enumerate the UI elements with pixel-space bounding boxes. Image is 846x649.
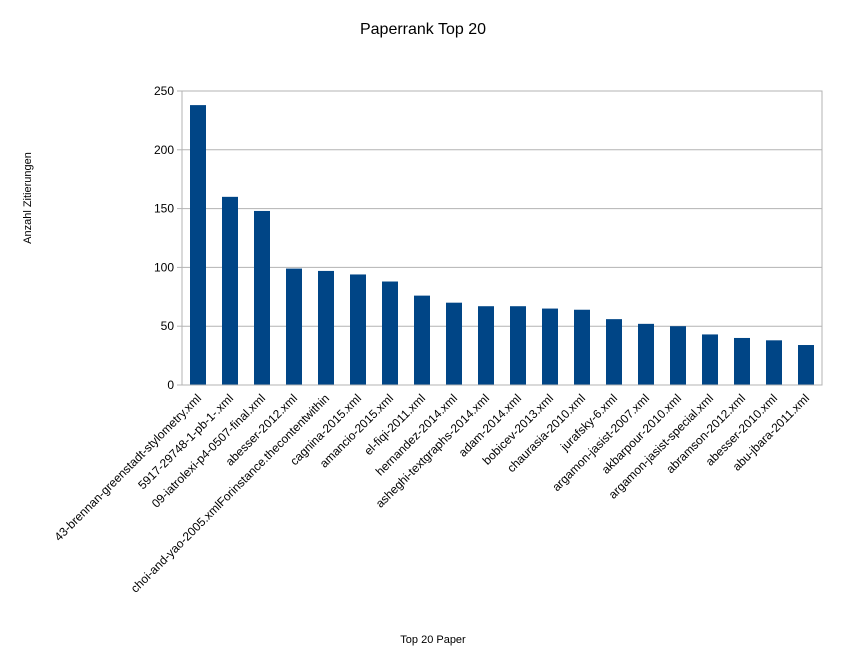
bar [350, 274, 366, 385]
bar [318, 270, 334, 385]
bar [766, 340, 782, 385]
x-axis-ticks: 43-brennan-greenstadt-stylometry.xml5917… [51, 391, 812, 595]
bar [478, 306, 494, 385]
y-axis-ticks: 0 50 100 150 200 250 [154, 84, 182, 392]
y-tick-label: 150 [154, 202, 174, 216]
bar [254, 210, 270, 385]
y-tick-label: 0 [167, 378, 174, 392]
bar [734, 337, 750, 385]
bar [446, 302, 462, 385]
bar [798, 345, 814, 385]
bar [638, 323, 654, 385]
bar [286, 268, 302, 385]
y-axis-label: Anzahl Zitierungen [22, 152, 34, 244]
bar [190, 105, 206, 385]
bars [190, 105, 814, 385]
y-tick-label: 50 [161, 319, 175, 333]
x-axis-label: Top 20 Paper [400, 634, 466, 646]
chart-title: Paperrank Top 20 [360, 21, 486, 38]
bar [574, 309, 590, 385]
bar [670, 326, 686, 385]
bar [510, 306, 526, 385]
bar [414, 295, 430, 385]
plot-frame [181, 90, 823, 386]
gridlines [182, 90, 822, 386]
bar [542, 308, 558, 385]
bar [222, 196, 238, 385]
bar [382, 281, 398, 385]
bar [606, 319, 622, 385]
y-tick-label: 100 [154, 260, 174, 274]
y-tick-label: 250 [154, 84, 174, 98]
y-tick-label: 200 [154, 143, 174, 157]
bar [702, 334, 718, 385]
